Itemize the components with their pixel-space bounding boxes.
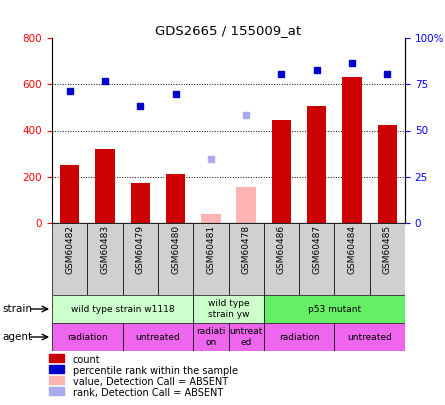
Bar bbox=[370, 223, 405, 295]
Text: GSM60487: GSM60487 bbox=[312, 225, 321, 274]
Bar bbox=[193, 295, 264, 323]
Text: count: count bbox=[73, 355, 101, 365]
Text: GSM60481: GSM60481 bbox=[206, 225, 215, 274]
Bar bbox=[130, 183, 150, 223]
Bar bbox=[272, 120, 291, 223]
Text: strain: strain bbox=[2, 304, 32, 314]
Bar bbox=[264, 323, 334, 351]
Bar bbox=[95, 149, 115, 223]
Text: GSM60486: GSM60486 bbox=[277, 225, 286, 274]
Bar bbox=[158, 223, 193, 295]
Text: wild type
strain yw: wild type strain yw bbox=[208, 299, 249, 319]
Bar bbox=[334, 223, 370, 295]
Text: GSM60479: GSM60479 bbox=[136, 225, 145, 274]
Bar bbox=[49, 388, 64, 395]
Bar bbox=[334, 323, 405, 351]
Text: percentile rank within the sample: percentile rank within the sample bbox=[73, 366, 238, 376]
Text: untreat
ed: untreat ed bbox=[230, 327, 263, 347]
Bar bbox=[193, 323, 228, 351]
Bar bbox=[52, 223, 87, 295]
Bar bbox=[193, 223, 228, 295]
Bar bbox=[123, 323, 193, 351]
Text: radiation: radiation bbox=[67, 333, 108, 341]
Text: untreated: untreated bbox=[136, 333, 180, 341]
Text: GSM60482: GSM60482 bbox=[65, 225, 74, 274]
Text: rank, Detection Call = ABSENT: rank, Detection Call = ABSENT bbox=[73, 388, 223, 398]
Bar bbox=[236, 187, 256, 223]
Text: radiation: radiation bbox=[279, 333, 320, 341]
Bar bbox=[52, 323, 123, 351]
Text: p53 mutant: p53 mutant bbox=[308, 305, 361, 313]
Text: radiati
on: radiati on bbox=[196, 327, 226, 347]
Bar bbox=[49, 354, 64, 362]
Bar bbox=[228, 323, 264, 351]
Bar bbox=[378, 125, 397, 223]
Text: GSM60485: GSM60485 bbox=[383, 225, 392, 274]
Bar bbox=[264, 223, 299, 295]
Bar bbox=[60, 165, 79, 223]
Bar bbox=[87, 223, 123, 295]
Text: GSM60483: GSM60483 bbox=[101, 225, 109, 274]
Text: GSM60478: GSM60478 bbox=[242, 225, 251, 274]
Bar bbox=[49, 376, 64, 384]
Bar bbox=[123, 223, 158, 295]
Bar bbox=[201, 214, 221, 223]
Bar bbox=[228, 223, 264, 295]
Text: value, Detection Call = ABSENT: value, Detection Call = ABSENT bbox=[73, 377, 228, 387]
Bar bbox=[299, 223, 334, 295]
Bar bbox=[342, 77, 362, 223]
Bar bbox=[264, 295, 405, 323]
Bar bbox=[49, 365, 64, 373]
Bar bbox=[166, 175, 185, 223]
Text: GSM60480: GSM60480 bbox=[171, 225, 180, 274]
Text: agent: agent bbox=[2, 332, 32, 342]
Text: GSM60484: GSM60484 bbox=[348, 225, 356, 274]
Bar bbox=[52, 295, 193, 323]
Title: GDS2665 / 155009_at: GDS2665 / 155009_at bbox=[155, 24, 302, 37]
Bar bbox=[307, 106, 327, 223]
Text: wild type strain w1118: wild type strain w1118 bbox=[71, 305, 174, 313]
Text: untreated: untreated bbox=[348, 333, 392, 341]
